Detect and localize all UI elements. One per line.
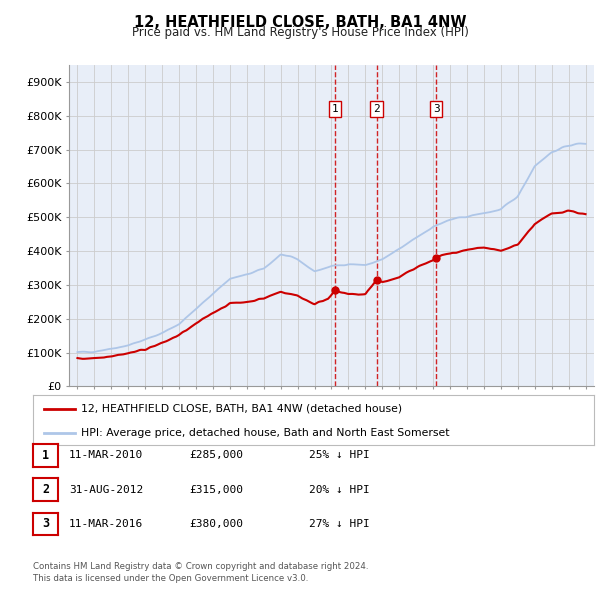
- Text: 11-MAR-2010: 11-MAR-2010: [69, 451, 143, 460]
- Text: 2: 2: [373, 104, 380, 114]
- Text: £285,000: £285,000: [189, 451, 243, 460]
- Text: 31-AUG-2012: 31-AUG-2012: [69, 485, 143, 494]
- Text: 11-MAR-2016: 11-MAR-2016: [69, 519, 143, 529]
- Text: 1: 1: [331, 104, 338, 114]
- Text: 12, HEATHFIELD CLOSE, BATH, BA1 4NW (detached house): 12, HEATHFIELD CLOSE, BATH, BA1 4NW (det…: [80, 404, 402, 414]
- Text: HPI: Average price, detached house, Bath and North East Somerset: HPI: Average price, detached house, Bath…: [80, 428, 449, 438]
- Text: £380,000: £380,000: [189, 519, 243, 529]
- Text: 3: 3: [42, 517, 49, 530]
- Text: 3: 3: [433, 104, 440, 114]
- Text: 12, HEATHFIELD CLOSE, BATH, BA1 4NW: 12, HEATHFIELD CLOSE, BATH, BA1 4NW: [134, 15, 466, 30]
- Text: This data is licensed under the Open Government Licence v3.0.: This data is licensed under the Open Gov…: [33, 573, 308, 583]
- Text: 25% ↓ HPI: 25% ↓ HPI: [309, 451, 370, 460]
- Text: £315,000: £315,000: [189, 485, 243, 494]
- Text: Contains HM Land Registry data © Crown copyright and database right 2024.: Contains HM Land Registry data © Crown c…: [33, 562, 368, 571]
- Text: 27% ↓ HPI: 27% ↓ HPI: [309, 519, 370, 529]
- Text: Price paid vs. HM Land Registry's House Price Index (HPI): Price paid vs. HM Land Registry's House …: [131, 26, 469, 39]
- Text: 1: 1: [42, 449, 49, 462]
- Text: 20% ↓ HPI: 20% ↓ HPI: [309, 485, 370, 494]
- Text: 2: 2: [42, 483, 49, 496]
